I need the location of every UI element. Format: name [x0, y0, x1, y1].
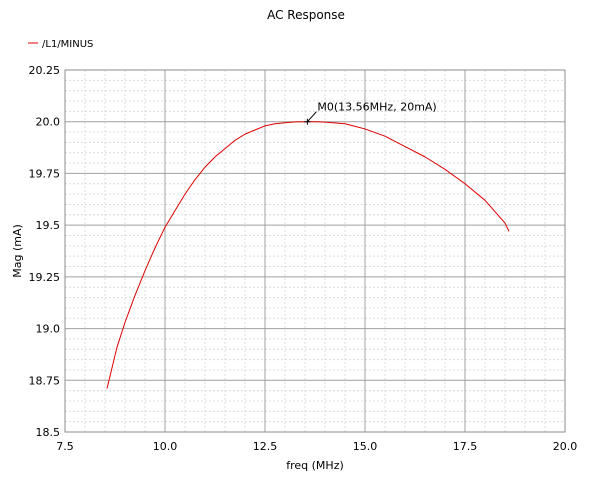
plot-grid [64, 69, 566, 433]
marker-layer: M0(13.56MHz, 20mA) [304, 101, 437, 125]
chart-title: AC Response [267, 8, 345, 22]
y-tick-label: 19.0 [36, 323, 61, 336]
y-tick-label: 18.5 [36, 426, 61, 439]
legend: /L1/MINUS [28, 39, 93, 50]
legend-label: /L1/MINUS [42, 39, 93, 50]
plot-frame [64, 69, 566, 433]
x-tick-label: 10.0 [153, 440, 178, 453]
y-tick-label: 19.25 [29, 271, 61, 284]
x-tick-label: 15.0 [353, 440, 378, 453]
x-tick-label: 7.5 [56, 440, 74, 453]
series-line [106, 121, 510, 389]
x-axis-label: freq (MHz) [286, 459, 344, 472]
y-tick-label: 20.0 [36, 116, 61, 129]
series-layer [106, 121, 510, 389]
y-tick-label: 19.75 [29, 167, 61, 180]
y-tick-label: 18.75 [29, 374, 61, 387]
y-axis-ticks: 18.5 18.75 19.0 19.25 19.5 19.75 20.0 20.25 [29, 64, 61, 439]
x-tick-label: 20.0 [553, 440, 578, 453]
x-axis-ticks: 7.5 10.0 12.5 15.0 17.5 20.0 [56, 440, 577, 453]
marker-leader [307, 111, 317, 123]
marker-label: M0(13.56MHz, 20mA) [317, 101, 436, 114]
x-tick-label: 17.5 [453, 440, 478, 453]
x-tick-label: 12.5 [253, 440, 278, 453]
y-tick-label: 19.5 [36, 219, 61, 232]
y-tick-label: 20.25 [29, 64, 61, 77]
y-axis-label: Mag (mA) [11, 224, 24, 278]
